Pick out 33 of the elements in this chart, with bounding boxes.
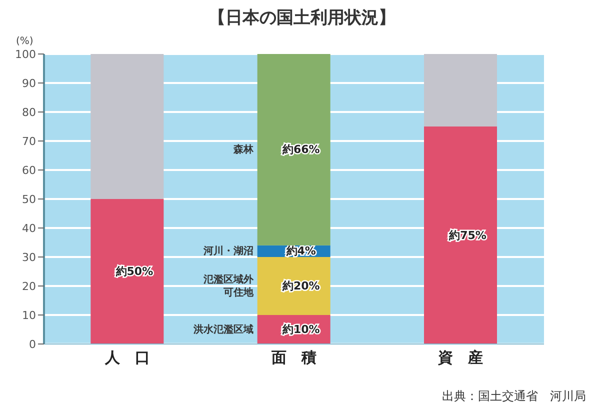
y-tick-label: 30 (22, 250, 36, 264)
y-tick-label: 90 (22, 76, 36, 90)
bar (424, 54, 497, 126)
y-tick-label: 10 (22, 308, 36, 322)
y-tick-label: 0 (29, 338, 36, 351)
y-tick-label: 50 (22, 192, 36, 206)
bar (90, 199, 164, 344)
x-tick-label: 面 積 (270, 348, 316, 367)
bar (90, 54, 164, 199)
source-note: 出典：国土交通省 河川局 (442, 388, 586, 405)
data-label: 約50% (114, 265, 154, 278)
bar (424, 126, 497, 344)
y-tick-label: 80 (22, 106, 36, 119)
series-label: 河川・湖沼 (202, 244, 254, 257)
y-tick-label: 70 (22, 134, 36, 148)
chart-title: 【日本の国土利用状況】 (208, 7, 396, 29)
data-label: 約75% (448, 228, 486, 242)
data-label: 約20% (281, 280, 320, 292)
y-axis-title: (%) (16, 36, 34, 47)
data-label: 約4% (285, 244, 316, 258)
x-tick-label: 資 産 (437, 348, 484, 367)
series-label: 氾濫区域外可住地 (202, 273, 254, 298)
x-tick-label: 人 口 (104, 348, 150, 367)
y-tick-label: 40 (22, 222, 36, 235)
bar (257, 54, 330, 246)
series-label: 森林 (232, 143, 254, 156)
y-tick-label: 100 (15, 48, 36, 61)
data-label: 約10% (281, 323, 320, 336)
bar (257, 257, 330, 315)
y-tick-label: 60 (22, 164, 36, 177)
y-tick-label: 20 (22, 280, 36, 293)
series-label: 洪水氾濫区域 (192, 323, 254, 335)
data-label: 約66% (281, 143, 320, 156)
